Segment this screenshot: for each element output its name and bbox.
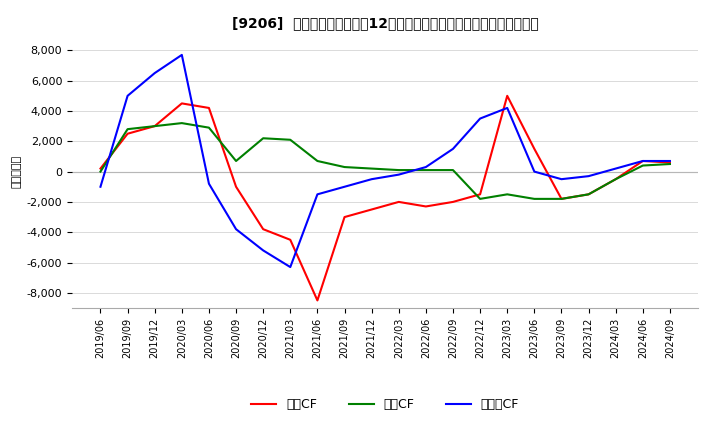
投資CF bbox=[232, 158, 240, 164]
Y-axis label: （百万円）: （百万円） bbox=[11, 155, 21, 188]
フリーCF bbox=[313, 192, 322, 197]
営業CF bbox=[313, 298, 322, 303]
フリーCF bbox=[395, 172, 403, 177]
フリーCF bbox=[232, 227, 240, 232]
投資CF bbox=[286, 137, 294, 143]
投資CF bbox=[341, 165, 349, 170]
投資CF bbox=[259, 136, 268, 141]
営業CF bbox=[232, 184, 240, 189]
営業CF bbox=[367, 207, 376, 212]
投資CF bbox=[611, 176, 620, 182]
営業CF bbox=[259, 227, 268, 232]
投資CF bbox=[530, 196, 539, 202]
フリーCF bbox=[611, 166, 620, 171]
営業CF bbox=[286, 237, 294, 242]
営業CF bbox=[150, 124, 159, 129]
営業CF bbox=[123, 131, 132, 136]
フリーCF bbox=[96, 184, 105, 189]
投資CF bbox=[395, 168, 403, 173]
フリーCF bbox=[204, 181, 213, 187]
営業CF bbox=[557, 196, 566, 202]
フリーCF bbox=[665, 158, 674, 164]
フリーCF bbox=[449, 146, 457, 151]
Line: 営業CF: 営業CF bbox=[101, 96, 670, 301]
フリーCF bbox=[367, 176, 376, 182]
営業CF bbox=[476, 192, 485, 197]
営業CF bbox=[611, 176, 620, 182]
投資CF bbox=[313, 158, 322, 164]
営業CF bbox=[96, 166, 105, 171]
投資CF bbox=[123, 127, 132, 132]
Line: 投資CF: 投資CF bbox=[101, 123, 670, 199]
フリーCF bbox=[259, 248, 268, 253]
投資CF bbox=[476, 196, 485, 202]
投資CF bbox=[204, 125, 213, 130]
営業CF bbox=[421, 204, 430, 209]
投資CF bbox=[367, 166, 376, 171]
営業CF bbox=[341, 214, 349, 220]
フリーCF bbox=[150, 70, 159, 76]
投資CF bbox=[639, 163, 647, 168]
フリーCF bbox=[286, 264, 294, 270]
フリーCF bbox=[530, 169, 539, 174]
Title: [9206]  キャッシュフローの12か月移動合計の対前年同期増減額の推移: [9206] キャッシュフローの12か月移動合計の対前年同期増減額の推移 bbox=[232, 16, 539, 30]
投資CF bbox=[449, 168, 457, 173]
投資CF bbox=[557, 196, 566, 202]
フリーCF bbox=[639, 158, 647, 164]
Legend: 営業CF, 投資CF, フリーCF: 営業CF, 投資CF, フリーCF bbox=[246, 393, 524, 416]
営業CF bbox=[503, 93, 511, 99]
フリーCF bbox=[178, 52, 186, 58]
営業CF bbox=[665, 160, 674, 165]
フリーCF bbox=[503, 105, 511, 110]
投資CF bbox=[421, 168, 430, 173]
フリーCF bbox=[584, 173, 593, 179]
営業CF bbox=[204, 105, 213, 110]
投資CF bbox=[584, 192, 593, 197]
Line: フリーCF: フリーCF bbox=[101, 55, 670, 267]
フリーCF bbox=[341, 184, 349, 189]
フリーCF bbox=[557, 176, 566, 182]
営業CF bbox=[639, 158, 647, 164]
フリーCF bbox=[123, 93, 132, 99]
営業CF bbox=[584, 192, 593, 197]
営業CF bbox=[395, 199, 403, 205]
フリーCF bbox=[421, 165, 430, 170]
営業CF bbox=[530, 146, 539, 151]
投資CF bbox=[503, 192, 511, 197]
営業CF bbox=[178, 101, 186, 106]
投資CF bbox=[150, 124, 159, 129]
投資CF bbox=[665, 161, 674, 167]
営業CF bbox=[449, 199, 457, 205]
フリーCF bbox=[476, 116, 485, 121]
投資CF bbox=[96, 169, 105, 174]
投資CF bbox=[178, 121, 186, 126]
